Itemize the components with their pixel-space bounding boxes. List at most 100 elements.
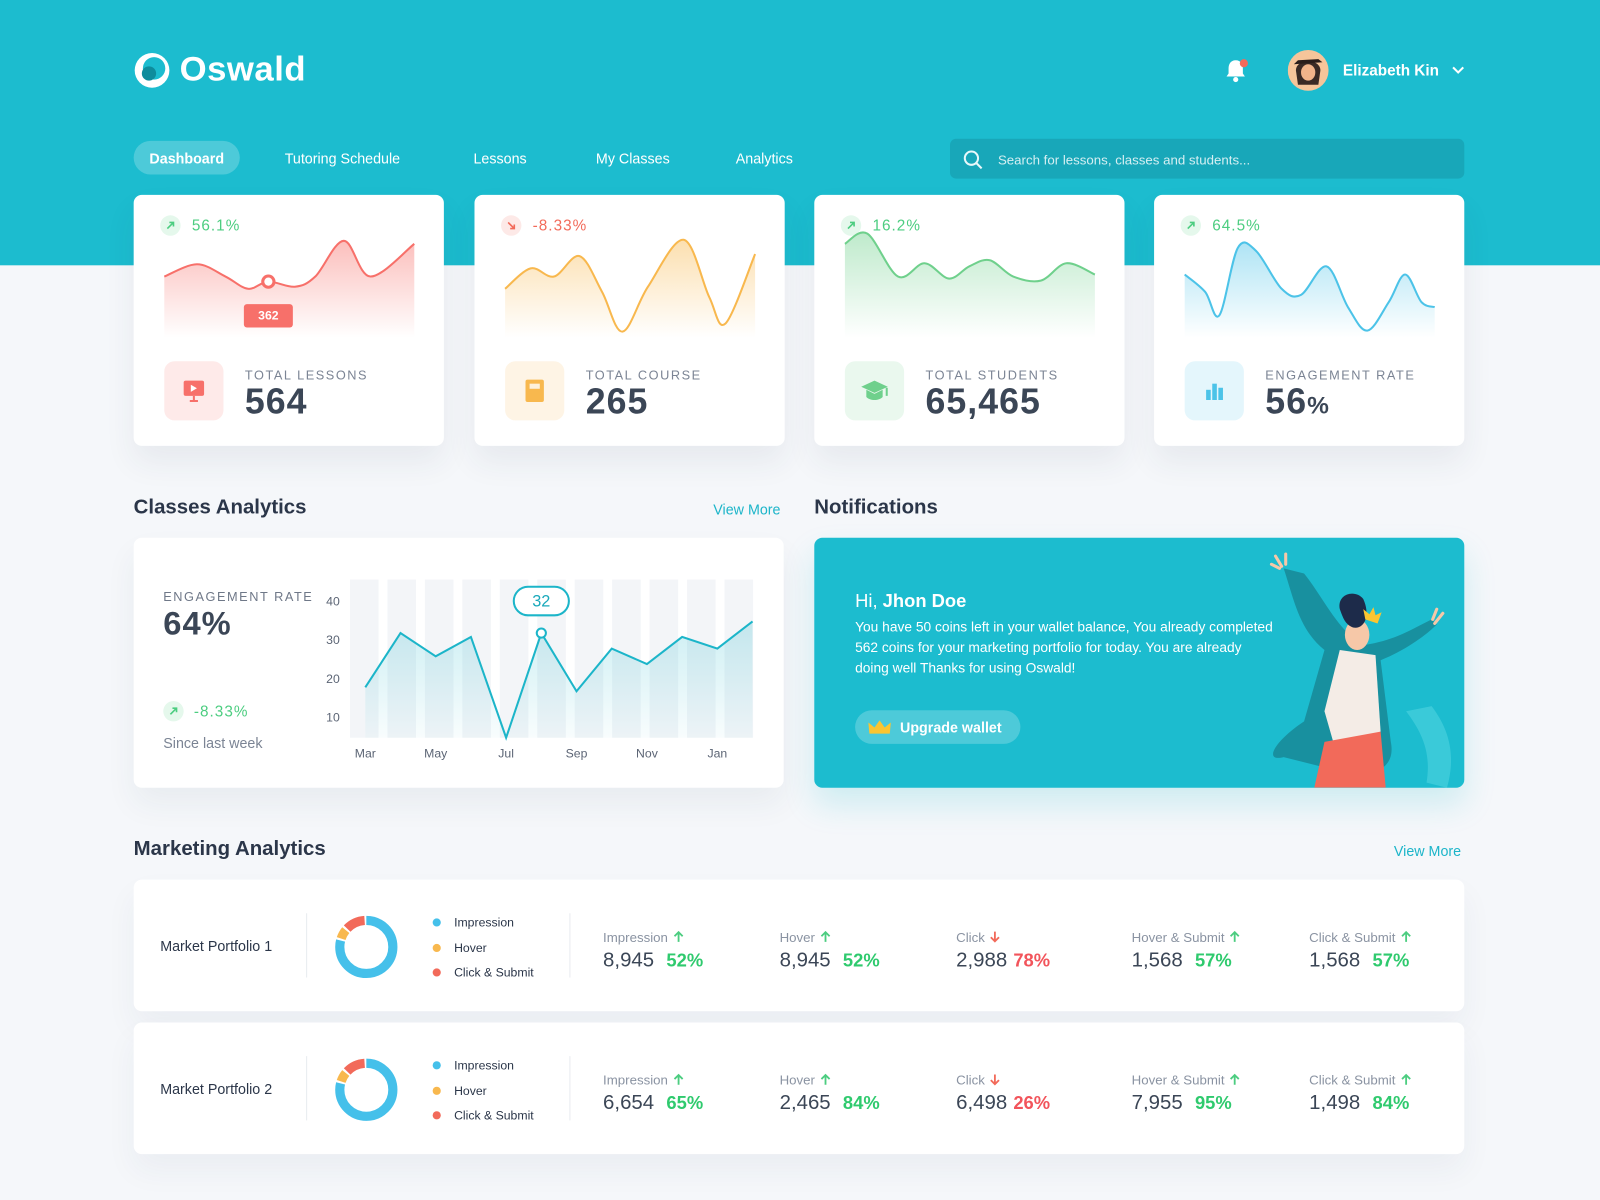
icon-part: [861, 380, 888, 393]
metric-value: 1,568 57%: [1309, 949, 1409, 972]
y-tick-label: 40: [326, 594, 340, 608]
trend-badge: [1180, 215, 1202, 236]
arrow: [820, 1073, 830, 1085]
metric-number: 8,945: [603, 948, 655, 972]
divider: [569, 1056, 571, 1121]
metric-number: 1,568: [1309, 948, 1361, 972]
metric-number: 6,498: [956, 1091, 1008, 1115]
nav-tab[interactable]: Analytics: [735, 149, 793, 167]
sparkline-line: [163, 239, 415, 290]
metric-label: Hover & Submit: [1132, 930, 1241, 945]
stat-label: TOTAL LESSONS: [244, 368, 369, 383]
x-tick-label: Nov: [636, 746, 659, 760]
trend-arrow: [1230, 1073, 1240, 1085]
stat-value: 56%: [1265, 382, 1330, 423]
view-more-link[interactable]: View More: [713, 501, 781, 518]
notification-bell[interactable]: [1222, 56, 1251, 85]
metric-label: Click: [956, 930, 1001, 945]
stat-card: 16.2% TOTAL STUDENTS 65,465: [814, 194, 1125, 446]
metric-number: 1,498: [1309, 1091, 1361, 1115]
metric-value: 7,955 95%: [1132, 1092, 1232, 1115]
portfolio-row: Market Portfolio 1 Impression Hover Click &…: [133, 879, 1465, 1012]
metric-number: 1,568: [1131, 948, 1183, 972]
arrow: [1400, 1073, 1411, 1085]
notification-message: You have 50 coins left in your wallet ba…: [855, 619, 1273, 676]
trend-arrow: [990, 1074, 1000, 1086]
sparkline-line: [504, 238, 757, 333]
metric-value: 8,945 52%: [780, 949, 880, 972]
metric-percent: 78%: [1013, 949, 1051, 971]
metric-label: Hover: [780, 930, 832, 945]
metric-value: 1,498 84%: [1309, 1092, 1409, 1115]
y-tick-label: 30: [326, 633, 340, 647]
icon-part: [525, 379, 544, 403]
avatar[interactable]: [1287, 49, 1329, 91]
trend-arrow: [990, 931, 1000, 943]
trend-arrow: [673, 1073, 683, 1085]
section-title: Classes Analytics: [133, 495, 307, 519]
search-box[interactable]: Search for lessons, classes and students…: [949, 138, 1465, 179]
view-more-link[interactable]: View More: [1393, 842, 1462, 860]
x-tick-label: Jan: [707, 746, 727, 760]
legend-dot: [432, 918, 441, 927]
sparkline: [504, 238, 757, 338]
stat-unit: %: [1307, 391, 1330, 420]
stat-number: 65,465: [925, 381, 1041, 422]
trend-badge: [160, 215, 181, 236]
point-tooltip: [512, 585, 570, 617]
donut-chart: [335, 915, 398, 979]
legend-label: Impression: [454, 1058, 514, 1073]
arrow: [673, 1073, 683, 1085]
metric-label: Impression: [603, 930, 684, 945]
stat-icon: [505, 361, 565, 421]
metric-number: 8,945: [779, 948, 831, 972]
donut-chart: [335, 1058, 398, 1121]
user-first-name: Jhon Doe: [882, 590, 967, 612]
badge-arrow: [169, 707, 178, 715]
sparkline-tooltip-label: 362: [258, 309, 279, 323]
upgrade-button[interactable]: Upgrade wallet: [855, 710, 1021, 744]
section-title: Notifications: [814, 495, 938, 519]
metric-change: -8.33%: [193, 703, 249, 721]
legend-label: Hover: [454, 1083, 487, 1098]
stat-icon: [844, 361, 905, 421]
icon-part: [866, 389, 883, 400]
user-menu-chevron[interactable]: [1452, 65, 1464, 75]
portfolio-name: Market Portfolio 1: [160, 937, 273, 955]
sparkline: 362: [163, 239, 415, 338]
metric-number: 7,955: [1131, 1091, 1183, 1115]
greeting: Hi, Jhon Doe: [855, 591, 966, 612]
icon-part: [1218, 387, 1223, 400]
divider: [306, 1056, 308, 1121]
sparkline-marker: [261, 274, 276, 289]
sparkline-tooltip: [243, 304, 293, 328]
nav-tab[interactable]: Lessons: [473, 149, 527, 167]
x-tick-label: Jul: [498, 746, 514, 760]
legend-label: Impression: [454, 915, 514, 930]
metric-value: 64%: [163, 605, 232, 642]
analytics-card: ENGAGEMENT RATE 64% -8.33% Since last week 1…: [133, 537, 784, 788]
arrow: [1230, 930, 1240, 942]
nav-tab-label: Dashboard: [149, 149, 225, 167]
x-tick-label: Sep: [566, 746, 588, 760]
stat-label: ENGAGEMENT RATE: [1265, 368, 1416, 383]
icon-part: [190, 384, 197, 392]
sparkline-area: [1184, 242, 1435, 338]
icon-part: [1206, 389, 1211, 400]
badge-arrow: [166, 221, 175, 230]
legend-dot: [432, 1061, 441, 1070]
trend-arrow: [1400, 1073, 1411, 1085]
nav-tab[interactable]: My Classes: [595, 149, 670, 167]
line-series: [364, 620, 754, 741]
nav-tab-active[interactable]: Dashboard: [133, 140, 240, 175]
stat-icon: [164, 361, 224, 421]
metric-percent: 65%: [666, 1092, 704, 1114]
nav-tab[interactable]: Tutoring Schedule: [284, 149, 401, 167]
metric-percent: 26%: [1013, 1092, 1051, 1114]
metric-value: 6,498 26%: [956, 1092, 1050, 1115]
user-name[interactable]: Elizabeth Kin: [1342, 62, 1439, 80]
trend-arrow: [673, 930, 683, 942]
arrow: [1400, 930, 1411, 942]
stat-change: 16.2%: [872, 217, 921, 235]
